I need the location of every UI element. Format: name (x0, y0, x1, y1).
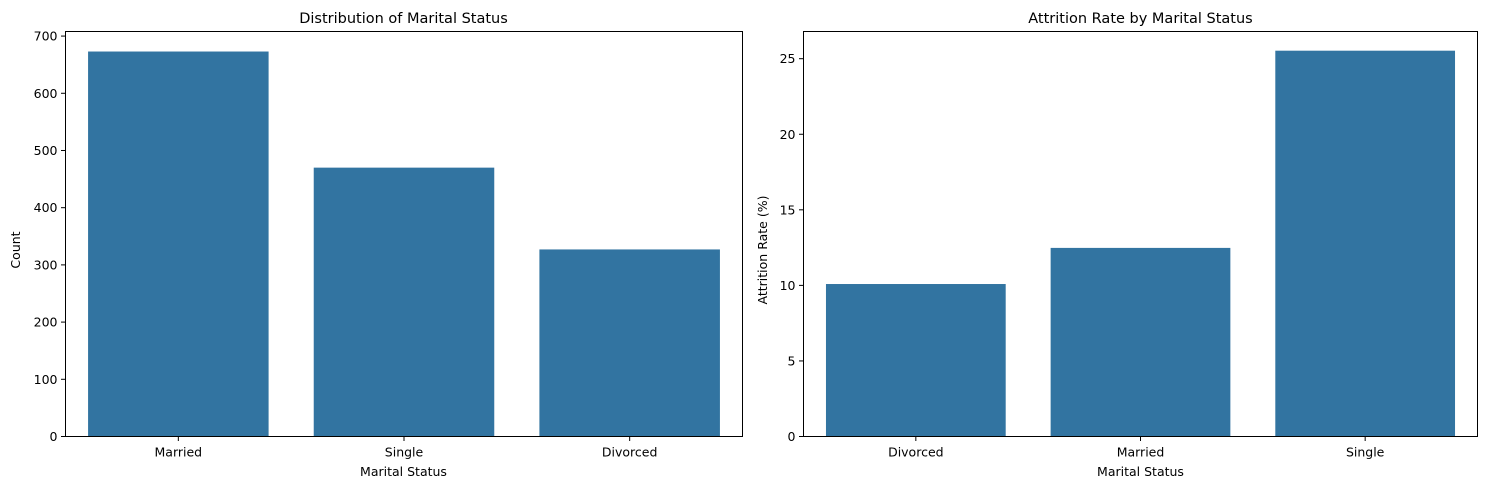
y-tick-label: 100 (34, 372, 58, 387)
bar-divorced (825, 284, 1006, 437)
y-tick-label: 0 (50, 429, 58, 444)
count-chart: Distribution of Marital Status Marital S… (8, 11, 743, 479)
x-tick-label: Married (155, 445, 203, 460)
y-ticks: 0 5 10 15 20 25 (780, 51, 804, 444)
bar-married (88, 51, 269, 437)
x-tick-label: Divorced (888, 445, 944, 460)
y-tick-label: 500 (34, 143, 58, 158)
y-tick-label: 600 (34, 86, 58, 101)
y-axis-label: Count (8, 231, 23, 268)
y-tick-label: 20 (780, 127, 796, 142)
plot-frame (65, 31, 743, 437)
y-tick-label: 25 (780, 51, 796, 66)
attrition-chart: Attrition Rate by Marital Status Marital… (755, 11, 1478, 479)
y-tick-label: 300 (34, 257, 58, 272)
x-tick-label: Divorced (602, 445, 658, 460)
bar-single (1275, 50, 1456, 437)
y-axis-label: Attrition Rate (%) (755, 196, 770, 305)
bar-divorced (539, 249, 720, 437)
bars (88, 51, 720, 437)
y-ticks: 0 100 200 300 400 500 600 700 (34, 29, 66, 444)
plot-frame (803, 31, 1478, 437)
bar-single (313, 167, 495, 437)
y-tick-label: 400 (34, 200, 58, 215)
y-tick-label: 0 (788, 429, 796, 444)
bar-married (1050, 247, 1231, 437)
x-ticks: Divorced Married Single (888, 436, 1385, 460)
x-tick-label: Married (1117, 445, 1165, 460)
y-tick-label: 10 (780, 278, 796, 293)
y-tick-label: 15 (780, 202, 796, 217)
y-tick-label: 5 (788, 353, 796, 368)
x-axis-label: Marital Status (1097, 464, 1184, 479)
y-tick-label: 700 (34, 29, 58, 44)
chart-title: Attrition Rate by Marital Status (1028, 11, 1252, 27)
x-axis-label: Marital Status (360, 464, 447, 479)
bars (825, 50, 1456, 437)
y-tick-label: 200 (34, 315, 58, 330)
chart-title: Distribution of Marital Status (299, 11, 508, 27)
x-tick-label: Single (385, 445, 424, 460)
x-tick-label: Single (1346, 445, 1385, 460)
x-ticks: Married Single Divorced (155, 436, 658, 460)
